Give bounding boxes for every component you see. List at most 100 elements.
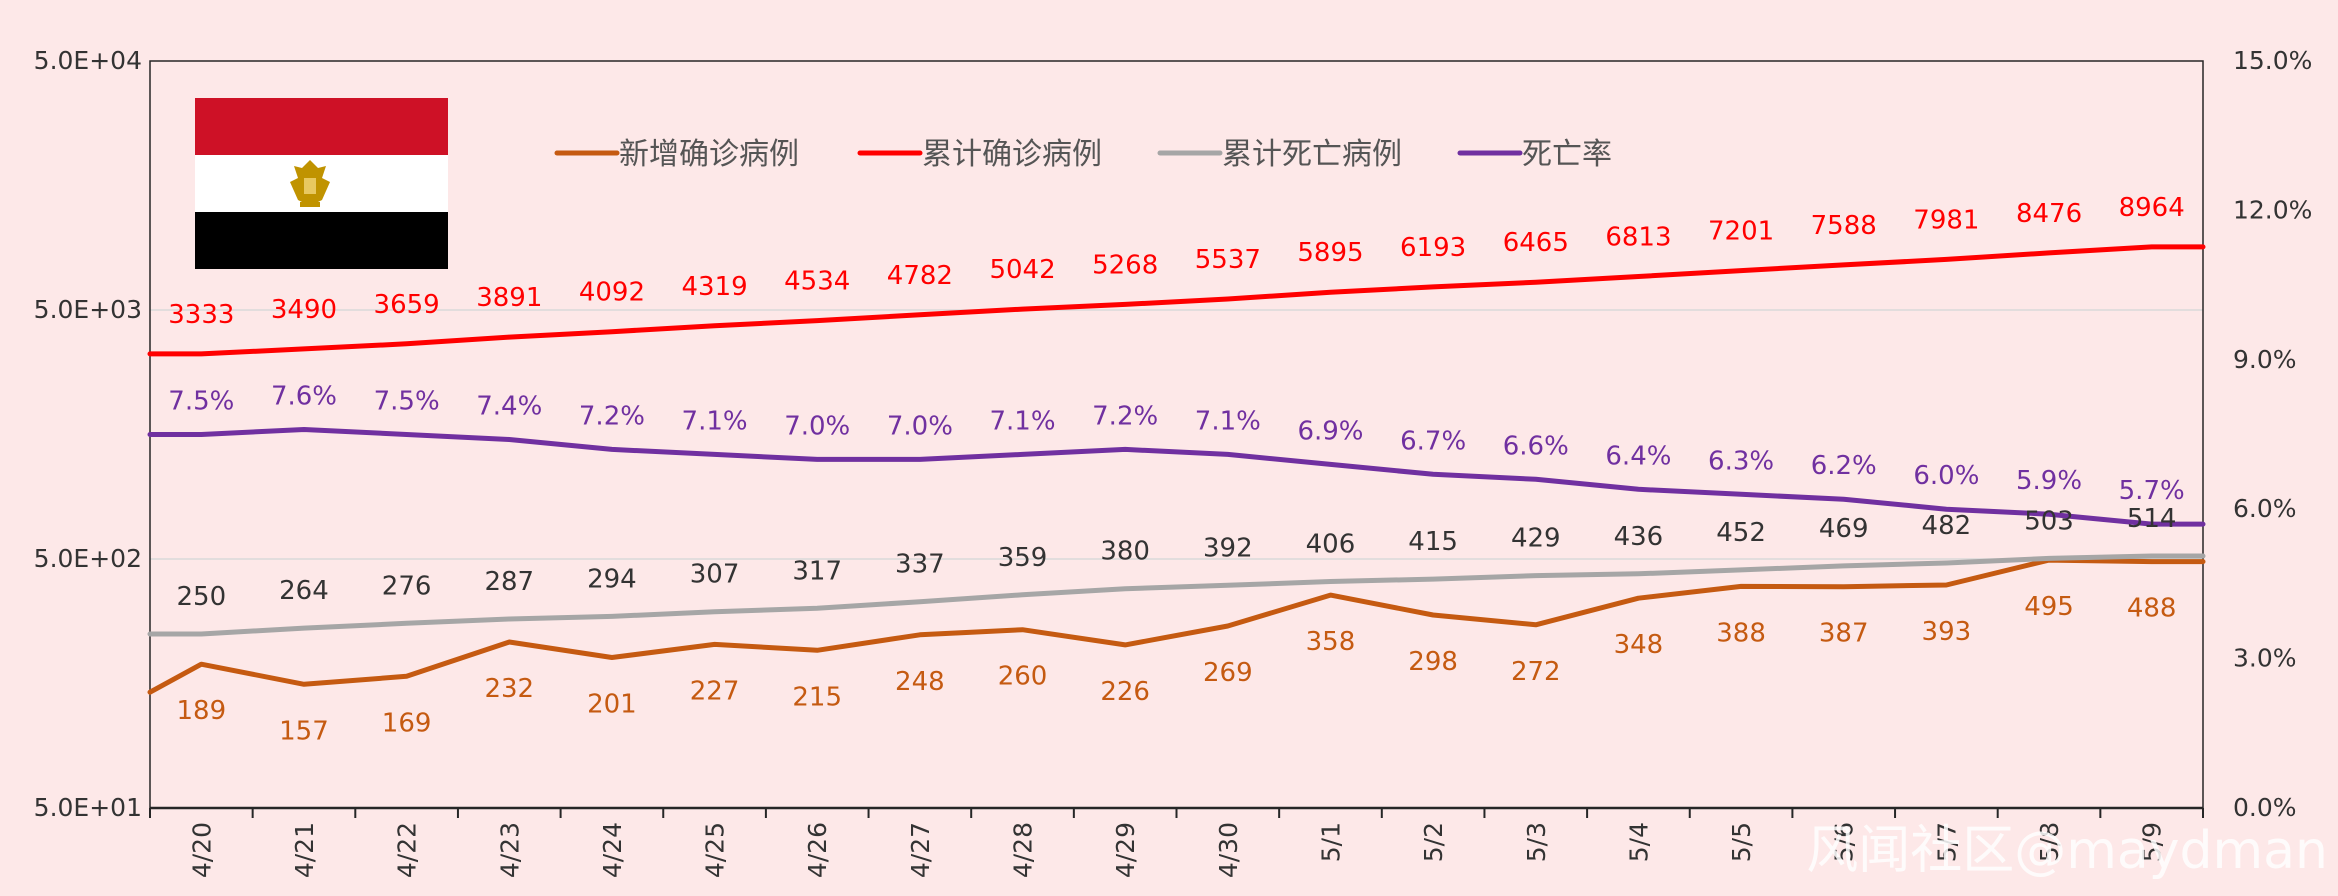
left-axis-tick-label: 5.0E+04 xyxy=(34,46,142,75)
data-label: 6813 xyxy=(1605,223,1671,253)
data-label: 7.5% xyxy=(374,387,440,417)
legend-label: 新增确诊病例 xyxy=(619,137,799,172)
data-label: 227 xyxy=(690,676,740,706)
data-label: 7.2% xyxy=(1092,401,1158,431)
data-label: 294 xyxy=(587,564,637,594)
data-label: 250 xyxy=(177,582,227,612)
legend-label: 累计确诊病例 xyxy=(922,137,1102,172)
data-label: 5.9% xyxy=(2016,466,2082,496)
series-line xyxy=(147,553,2206,637)
data-label: 215 xyxy=(792,682,842,712)
left-axis-tick-label: 5.0E+01 xyxy=(34,793,142,822)
data-label: 393 xyxy=(1922,617,1972,647)
data-label: 272 xyxy=(1511,657,1561,687)
data-labels: 189 157 169 232 201 227 215 248 260 226 269 358 298 2… xyxy=(168,193,2185,746)
data-label: 5268 xyxy=(1092,250,1158,280)
data-label: 482 xyxy=(1922,511,1972,541)
watermark: 风闻社区@maydman xyxy=(1806,821,2328,881)
x-tick-label: 4/30 xyxy=(1214,822,1243,878)
x-tick-label: 4/20 xyxy=(187,822,216,878)
x-tick-label: 4/24 xyxy=(598,822,627,878)
data-label: 6.2% xyxy=(1811,451,1877,481)
data-label: 392 xyxy=(1203,533,1253,563)
x-tick-label: 4/27 xyxy=(906,822,935,878)
data-label: 7.1% xyxy=(1195,406,1261,436)
data-label: 298 xyxy=(1408,647,1458,677)
data-label: 260 xyxy=(998,662,1048,692)
x-tick-label: 4/26 xyxy=(803,822,832,878)
data-label: 388 xyxy=(1716,618,1766,648)
x-tick-label: 5/9 xyxy=(2138,822,2167,862)
x-tick-label: 4/25 xyxy=(701,822,730,878)
data-label: 495 xyxy=(2024,592,2074,622)
data-label: 232 xyxy=(484,674,534,704)
data-label: 7.2% xyxy=(579,401,645,431)
data-label: 248 xyxy=(895,667,945,697)
data-label: 264 xyxy=(279,576,329,606)
data-label: 317 xyxy=(792,556,842,586)
data-label: 7.1% xyxy=(989,406,1055,436)
right-axis-tick-label: 3.0% xyxy=(2233,644,2297,673)
data-label: 514 xyxy=(2127,504,2177,534)
data-label: 358 xyxy=(1306,627,1356,657)
series-line xyxy=(147,427,2206,527)
data-label: 5042 xyxy=(989,255,1055,285)
left-axis-tick-label: 5.0E+02 xyxy=(34,544,142,573)
series-line xyxy=(147,244,2206,357)
data-label: 406 xyxy=(1306,530,1356,560)
x-tick-label: 4/23 xyxy=(495,822,524,878)
data-label: 4092 xyxy=(579,278,645,308)
data-label: 6.7% xyxy=(1400,426,1466,456)
data-label: 429 xyxy=(1511,524,1561,554)
data-label: 6.9% xyxy=(1297,416,1363,446)
data-label: 8476 xyxy=(2016,199,2082,229)
x-tick-label: 4/28 xyxy=(1009,822,1038,878)
data-label: 5.7% xyxy=(2119,476,2185,506)
data-label: 3659 xyxy=(374,290,440,320)
data-label: 7.0% xyxy=(784,411,850,441)
data-label: 3490 xyxy=(271,295,337,325)
right-axis-tick-label: 6.0% xyxy=(2233,494,2297,523)
data-label: 436 xyxy=(1614,522,1664,552)
eagle-of-saladin-emblem xyxy=(290,160,330,207)
data-label: 6.4% xyxy=(1605,441,1671,471)
data-label: 7.6% xyxy=(271,382,337,412)
x-tick-label: 5/7 xyxy=(1932,822,1961,862)
series-line xyxy=(147,557,2206,695)
data-label: 276 xyxy=(382,571,432,601)
data-label: 415 xyxy=(1408,527,1458,557)
right-axis-ticks: 0.0% 3.0% 6.0% 9.0% 12.0% 15.0% xyxy=(2233,46,2312,822)
data-label: 348 xyxy=(1614,630,1664,660)
data-label: 3333 xyxy=(168,300,234,330)
data-label: 157 xyxy=(279,716,329,746)
data-label: 380 xyxy=(1100,537,1150,567)
left-axis-ticks: 5.0E+01 5.0E+02 5.0E+03 5.0E+04 xyxy=(34,46,142,822)
x-tick-label: 5/3 xyxy=(1522,822,1551,862)
data-label: 7588 xyxy=(1811,211,1877,241)
x-tick-label: 5/4 xyxy=(1624,822,1653,862)
data-label: 3891 xyxy=(476,283,542,313)
data-label: 4782 xyxy=(887,261,953,291)
flag-black-stripe xyxy=(195,212,448,269)
x-tick-label: 5/2 xyxy=(1419,822,1448,862)
data-label: 307 xyxy=(690,560,740,590)
legend-label: 累计死亡病例 xyxy=(1222,137,1402,172)
x-tick-label: 4/29 xyxy=(1111,822,1140,878)
grid xyxy=(150,309,2203,560)
data-label: 359 xyxy=(998,543,1048,573)
data-label: 7.5% xyxy=(168,387,234,417)
data-label: 7.1% xyxy=(682,406,748,436)
data-label: 189 xyxy=(177,696,227,726)
data-label: 201 xyxy=(587,690,637,720)
data-label: 226 xyxy=(1100,677,1150,707)
data-label: 4319 xyxy=(681,272,747,302)
x-axis-ticks: 4/20 4/21 4/22 4/23 4/24 4/25 4/26 4/27 4/28 4/29… xyxy=(149,808,2204,878)
data-label: 4534 xyxy=(784,267,850,297)
data-label: 337 xyxy=(895,550,945,580)
legend: 新增确诊病例 累计确诊病例 累计死亡病例 死亡率 xyxy=(554,137,1612,172)
data-label: 7.0% xyxy=(887,411,953,441)
data-label: 6465 xyxy=(1503,228,1569,258)
right-axis-tick-label: 12.0% xyxy=(2233,195,2312,224)
right-axis-tick-label: 15.0% xyxy=(2233,46,2312,75)
data-label: 169 xyxy=(382,708,432,738)
